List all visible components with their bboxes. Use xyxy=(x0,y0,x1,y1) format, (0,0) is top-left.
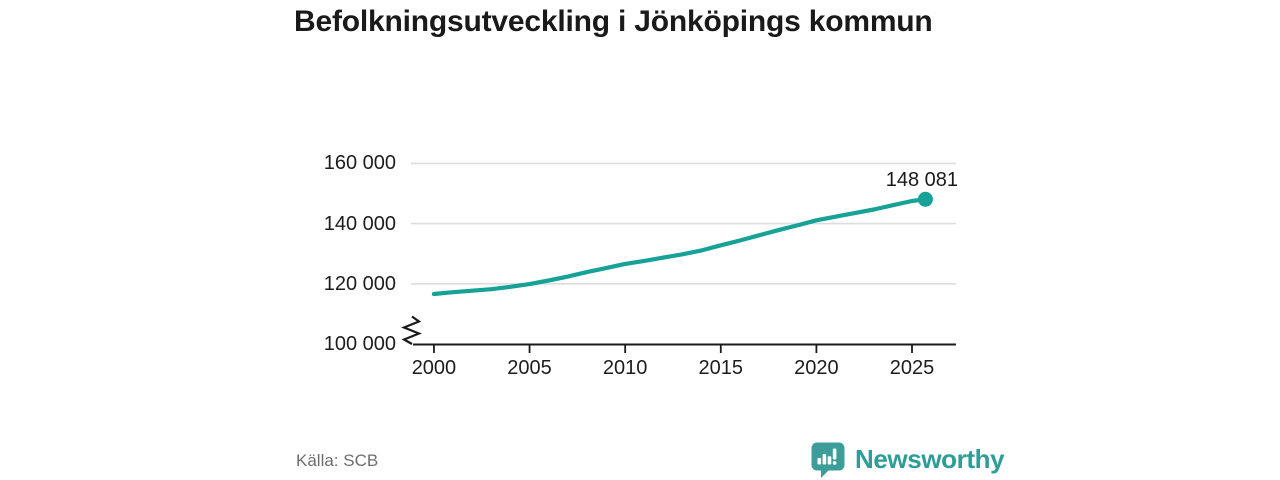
bar-chart-bubble-icon xyxy=(811,442,845,478)
x-axis-tick-label: 2020 xyxy=(794,357,839,379)
source-label: Källa: SCB xyxy=(296,451,379,470)
end-point-marker xyxy=(917,191,933,207)
newsworthy-wordmark: Newsworthy xyxy=(855,444,1005,474)
axis-break-icon xyxy=(401,315,422,345)
exclamation-dot xyxy=(832,461,837,465)
y-axis-tick-label: 100 000 xyxy=(323,333,396,355)
exclamation-bar xyxy=(832,448,837,460)
bar-2 xyxy=(822,454,827,465)
population-line xyxy=(431,197,928,297)
y-axis-tick-label: 140 000 xyxy=(323,212,396,235)
x-axis-tick-label: 2025 xyxy=(889,357,935,379)
y-axis-tick-label: 160 000 xyxy=(323,152,396,175)
chart-title: Befolkningsutveckling i Jönköpings kommu… xyxy=(294,5,933,38)
x-axis-tick-label: 2010 xyxy=(602,357,648,379)
x-axis-tick-label: 2000 xyxy=(411,357,457,379)
y-axis-tick-label: 120 000 xyxy=(323,272,396,295)
bar-3 xyxy=(827,456,832,465)
x-axis-tick-label: 2015 xyxy=(698,357,744,379)
bar-1 xyxy=(817,458,822,465)
newsworthy-logo: Newsworthy xyxy=(810,441,1005,479)
end-value-label: 148 081 xyxy=(885,169,958,191)
x-axis-tick-label: 2005 xyxy=(507,357,552,379)
